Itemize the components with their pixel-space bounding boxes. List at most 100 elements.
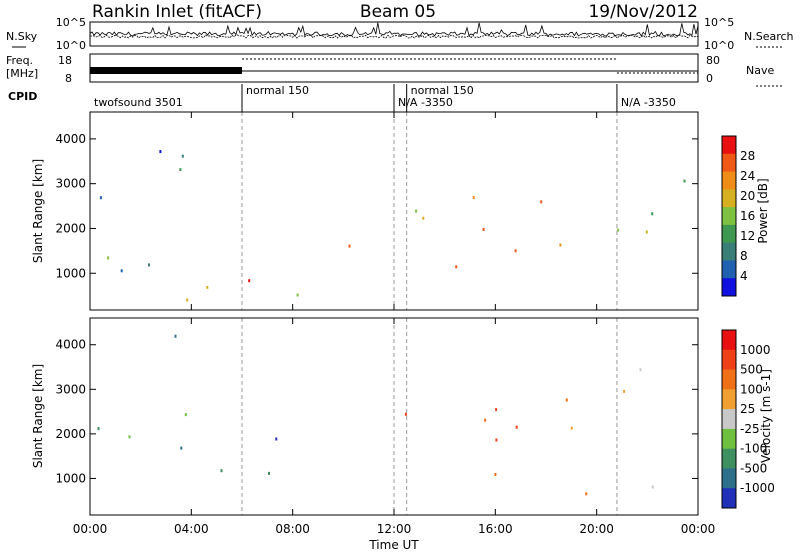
data-cell (472, 196, 475, 200)
freq-band-twofsound (90, 67, 242, 74)
colorbar-swatch (722, 136, 736, 155)
data-cell (514, 249, 517, 253)
power-y-axis: 1000 2000 3000 4000 (55, 132, 698, 280)
data-cell (623, 389, 626, 393)
data-cell (540, 200, 543, 204)
data-cell (184, 413, 187, 417)
freq-tick-bottom: 8 (65, 72, 72, 85)
nave-label: Nave (746, 64, 774, 77)
data-cell (268, 471, 270, 475)
colorbar-tick-label: 4 (740, 269, 748, 283)
y-tick-label: 2000 (55, 221, 86, 235)
data-cell (404, 412, 407, 416)
station-title: Rankin Inlet (fitACF) (92, 2, 262, 22)
data-cell (248, 279, 251, 283)
colorbar-tick-label: 20 (740, 189, 755, 203)
colorbar-tick-label: 100 (740, 382, 763, 396)
data-cell (683, 179, 686, 183)
colorbar-swatch (722, 389, 736, 410)
colorbar-tick-label: -25 (740, 422, 760, 436)
data-cell (128, 435, 131, 439)
colorbar-frame (721, 135, 737, 297)
noise-right-tick-bottom: 10^0 (704, 39, 734, 52)
data-cell (186, 298, 189, 302)
velocity-y-axis: 1000 2000 3000 4000 (55, 338, 698, 485)
noise-left-label: N.Sky (6, 30, 38, 43)
colorbar-swatch (722, 448, 736, 469)
data-cell (565, 398, 568, 402)
y-tick-label: 2000 (55, 427, 86, 441)
beam-label: Beam 05 (360, 2, 436, 22)
y-tick-label: 1000 (55, 471, 86, 485)
data-cell (495, 408, 498, 412)
nave-tick-top: 80 (706, 54, 720, 67)
velocity-colorbar-label: Velocity [m s-1] (759, 369, 773, 463)
colorbar-tick-label: 28 (740, 149, 755, 163)
noise-left-tick-bottom: 10^0 (56, 39, 86, 52)
colorbar-swatch (722, 260, 736, 279)
data-cell (585, 492, 588, 496)
data-cell (495, 438, 498, 442)
noise-sky-line (89, 22, 699, 37)
x-tick-label: 16:00 (478, 522, 513, 536)
power-heatmap (99, 112, 686, 310)
noise-search-line (89, 34, 699, 39)
y-tick-label: 1000 (55, 266, 86, 280)
freq-panel: Freq. [MHz] 18 8 80 0 Nave (6, 53, 784, 87)
data-cell (174, 334, 177, 338)
data-cell (651, 485, 654, 489)
x-axis: 00:00 04:00 08:00 12:00 16:00 20:00 00:00 (73, 112, 716, 536)
colorbar-tick-label: -500 (740, 461, 767, 475)
noise-trace (89, 22, 699, 39)
colorbar-swatch (722, 369, 736, 390)
data-cell (275, 437, 278, 441)
x-tick-label: 04:00 (174, 522, 209, 536)
x-tick-label: 00:00 (681, 522, 716, 536)
power-y-label: Slant Range [km] (31, 159, 45, 263)
x-axis-label: Time UT (368, 538, 419, 552)
cpid-segment-label: N/A -3350 (621, 96, 676, 109)
data-cell (220, 469, 223, 473)
cpid-segment-label: normal 150 (411, 84, 474, 97)
data-cell (482, 227, 485, 231)
colorbar-tick-label: 12 (740, 229, 755, 243)
data-cell (120, 269, 123, 273)
colorbar-tick-label: 16 (740, 209, 755, 223)
velocity-panel: 1000 2000 3000 4000 Slant Range [km] 1000 50… (31, 317, 775, 516)
nave-tick-bottom: 0 (706, 72, 713, 85)
data-cell (651, 212, 654, 216)
colorbar-swatch (722, 153, 736, 173)
colorbar-tick-label: 500 (740, 363, 763, 377)
data-cell (515, 425, 518, 429)
colorbar-tick-label: -100 (740, 442, 767, 456)
cpid-label: CPID (8, 90, 37, 103)
data-cell (415, 209, 418, 213)
noise-right-tick-top: 10^5 (704, 16, 734, 29)
velocity-colorbar: 1000 500 100 25 -25 -100 -500 -1000 (721, 329, 775, 509)
data-cell (296, 293, 299, 297)
power-panel: 1000 2000 3000 4000 Slant Range [km] 4 8 12 16… (31, 111, 770, 311)
y-tick-label: 4000 (55, 132, 86, 146)
velocity-heatmap (97, 318, 654, 515)
cpid-segment-label: twofsound 3501 (94, 96, 183, 109)
data-cell (97, 427, 100, 431)
power-colorbar-label: Power [dB] (756, 178, 770, 243)
colorbar-swatch (722, 224, 736, 244)
data-cell (148, 263, 150, 267)
freq-tick-top: 18 (58, 54, 72, 67)
colorbar-swatch (722, 428, 736, 450)
colorbar-tick-label: 1000 (740, 343, 771, 357)
colorbar-swatch (722, 242, 736, 261)
data-cell (570, 426, 573, 430)
y-tick-label: 4000 (55, 338, 86, 352)
x-tick-label: 20:00 (579, 522, 614, 536)
freq-label-line2: [MHz] (6, 67, 38, 80)
data-cell (107, 256, 110, 260)
x-tick-label: 12:00 (377, 522, 412, 536)
colorbar-swatch (722, 409, 736, 430)
colorbar-swatch (722, 171, 736, 190)
data-cell (645, 230, 648, 234)
date-label: 19/Nov/2012 (588, 2, 698, 22)
